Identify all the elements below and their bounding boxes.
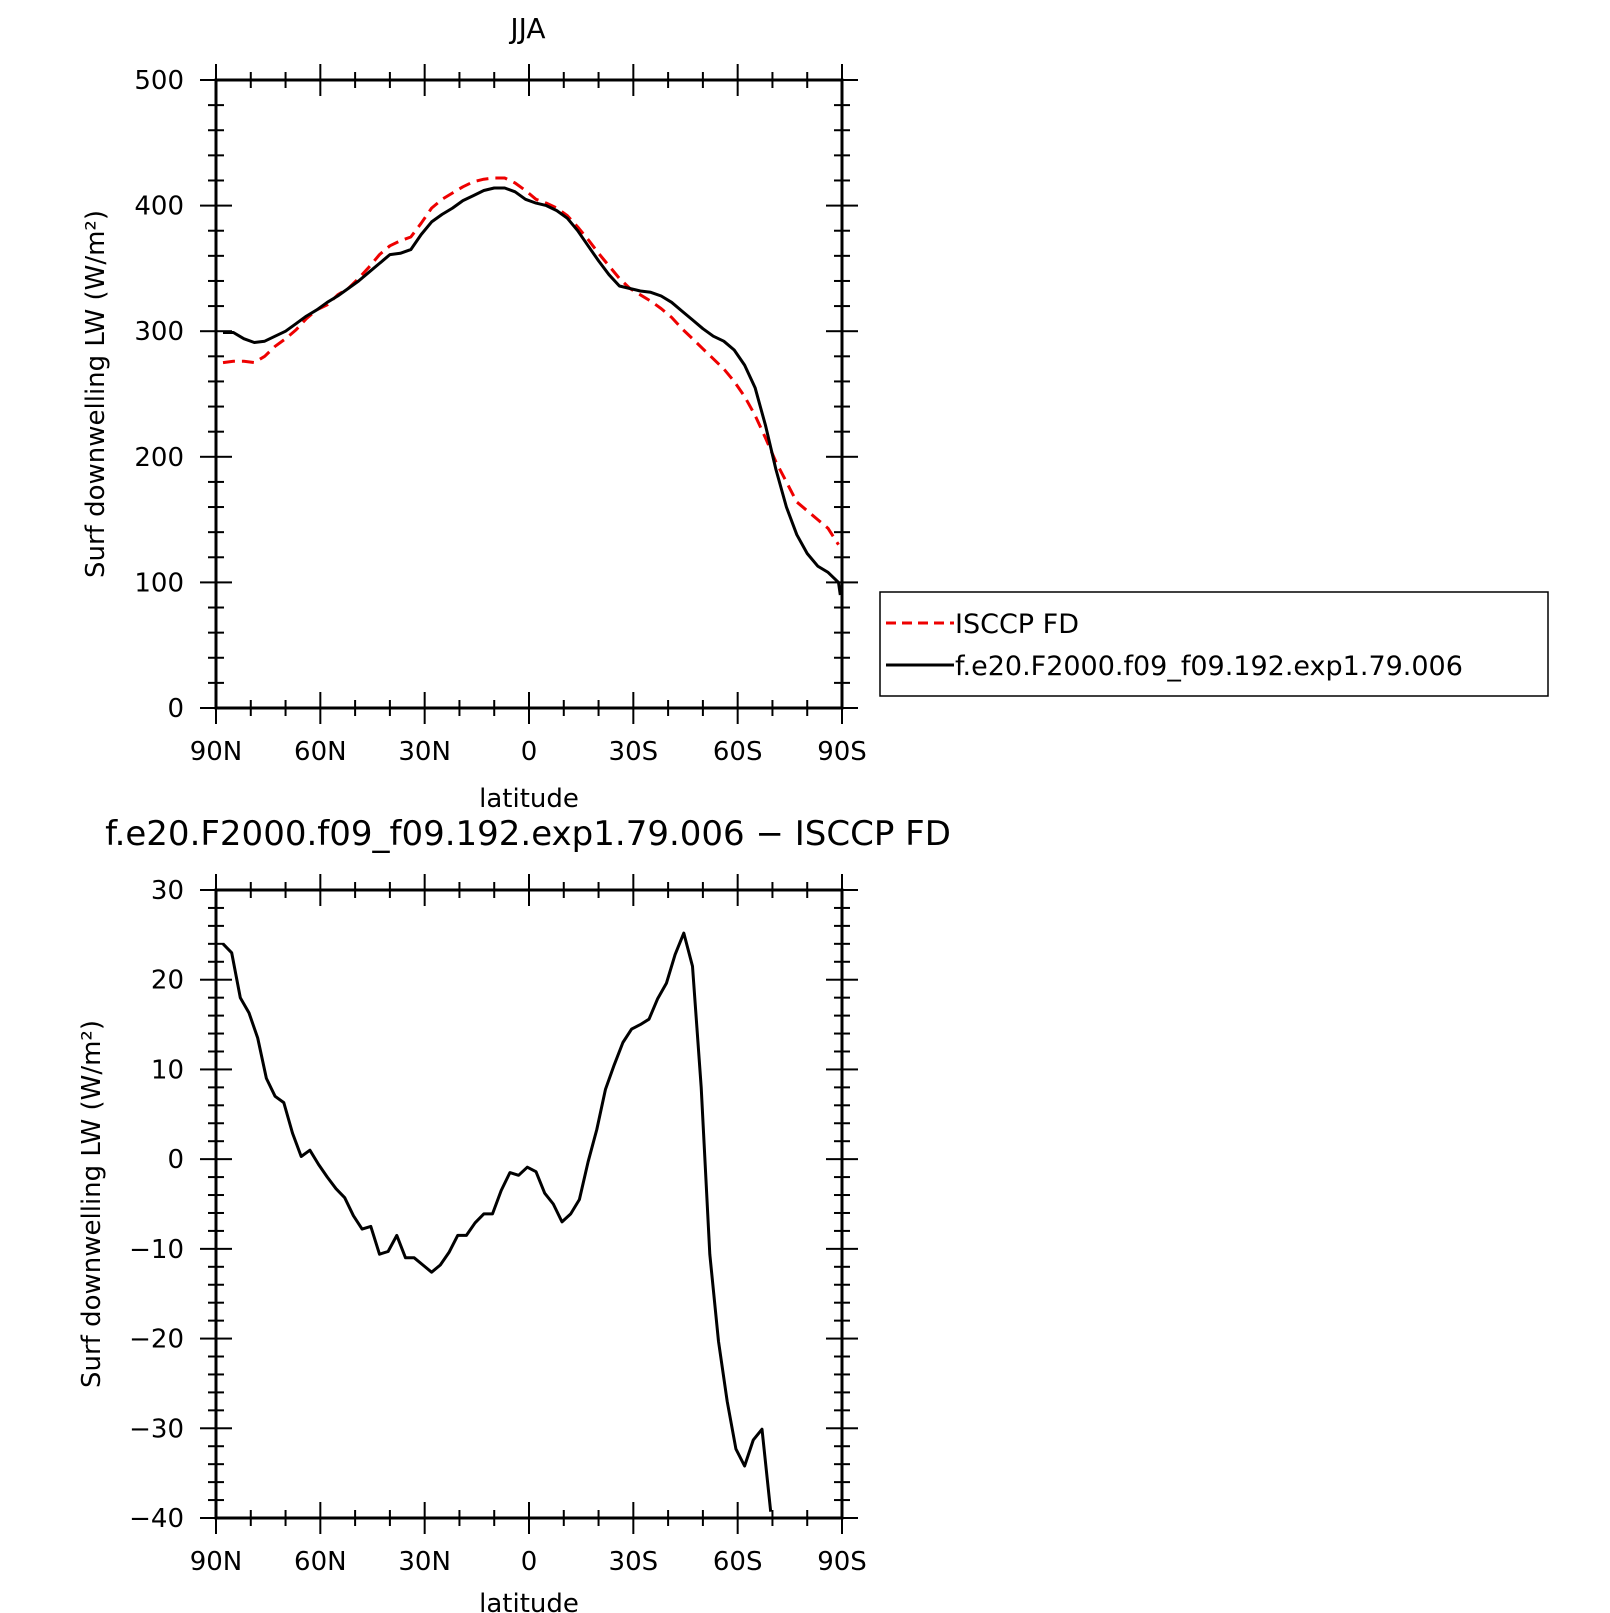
top-x-tick-label: 90S xyxy=(817,737,867,767)
legend: ISCCP FD f.e20.F2000.f09_f09.192.exp1.79… xyxy=(879,591,1549,697)
bottom-x-tick-label: 30S xyxy=(609,1547,659,1577)
bottom-y-tick-label: 0 xyxy=(167,1145,184,1175)
bottom-y-tick-label: −20 xyxy=(129,1325,184,1355)
bottom-title: f.e20.F2000.f09_f09.192.exp1.79.006 − IS… xyxy=(105,814,951,854)
bottom-panel: f.e20.F2000.f09_f09.192.exp1.79.006 − IS… xyxy=(77,814,951,1613)
bottom-series-line-0 xyxy=(221,931,773,1512)
bottom-x-tick-label: 0 xyxy=(521,1547,538,1577)
bottom-x-tick-label: 30N xyxy=(398,1547,451,1577)
legend-box xyxy=(879,591,1549,697)
top-ticks: 90N 60N 30N 0 30S 60S 90S 0 100 200 300 400 500 xyxy=(134,64,867,767)
bottom-x-tick-label: 90N xyxy=(190,1547,243,1577)
bottom-y-tick-label: 30 xyxy=(151,876,184,906)
bottom-x-tick-label: 60S xyxy=(713,1547,763,1577)
top-y-tick-label: 0 xyxy=(167,694,184,724)
bottom-plot-frame xyxy=(214,888,844,1520)
top-xlabel: latitude xyxy=(479,784,579,814)
top-ylabel: Surf downwelling LW (W/m²) xyxy=(81,210,111,578)
top-y-tick-label: 300 xyxy=(134,317,184,347)
top-series-line-0 xyxy=(222,176,840,546)
top-y-tick-label: 200 xyxy=(134,443,184,473)
bottom-y-tick-label: 10 xyxy=(151,1055,184,1085)
bottom-y-tick-label: −10 xyxy=(129,1235,184,1265)
legend-label-model: f.e20.F2000.f09_f09.192.exp1.79.006 xyxy=(955,651,1463,682)
top-series-lines xyxy=(222,176,842,596)
bottom-ticks: 90N 60N 30N 0 30S 60S 90S −40 −30 −20 −10 0 10 20 30 xyxy=(129,874,867,1577)
top-series-line-1 xyxy=(223,186,842,596)
bottom-y-tick-label: −40 xyxy=(129,1504,184,1534)
top-y-tick-label: 500 xyxy=(134,66,184,96)
legend-label-isccp: ISCCP FD xyxy=(955,609,1079,640)
top-x-tick-label: 0 xyxy=(521,737,538,767)
bottom-xlabel: latitude xyxy=(479,1589,579,1613)
bottom-series-lines xyxy=(221,931,773,1512)
top-x-tick-label: 60S xyxy=(713,737,763,767)
bottom-y-tick-label: −30 xyxy=(129,1414,184,1444)
bottom-x-tick-label: 60N xyxy=(294,1547,347,1577)
top-x-tick-label: 30S xyxy=(609,737,659,767)
bottom-ylabel: Surf downwelling LW (W/m²) xyxy=(77,1020,107,1388)
top-panel: JJA 90N 60N 30N 0 30S 60S 90S0100200300400500 … xyxy=(81,12,867,814)
top-x-tick-label: 60N xyxy=(294,737,347,767)
top-x-tick-label: 30N xyxy=(398,737,451,767)
top-title: JJA xyxy=(508,12,545,45)
top-plot-frame xyxy=(214,78,844,710)
bottom-x-tick-label: 90S xyxy=(817,1547,867,1577)
bottom-y-tick-label: 20 xyxy=(151,966,184,996)
top-y-tick-label: 400 xyxy=(134,192,184,222)
top-y-tick-label: 100 xyxy=(134,568,184,598)
top-x-tick-label: 90N xyxy=(190,737,243,767)
